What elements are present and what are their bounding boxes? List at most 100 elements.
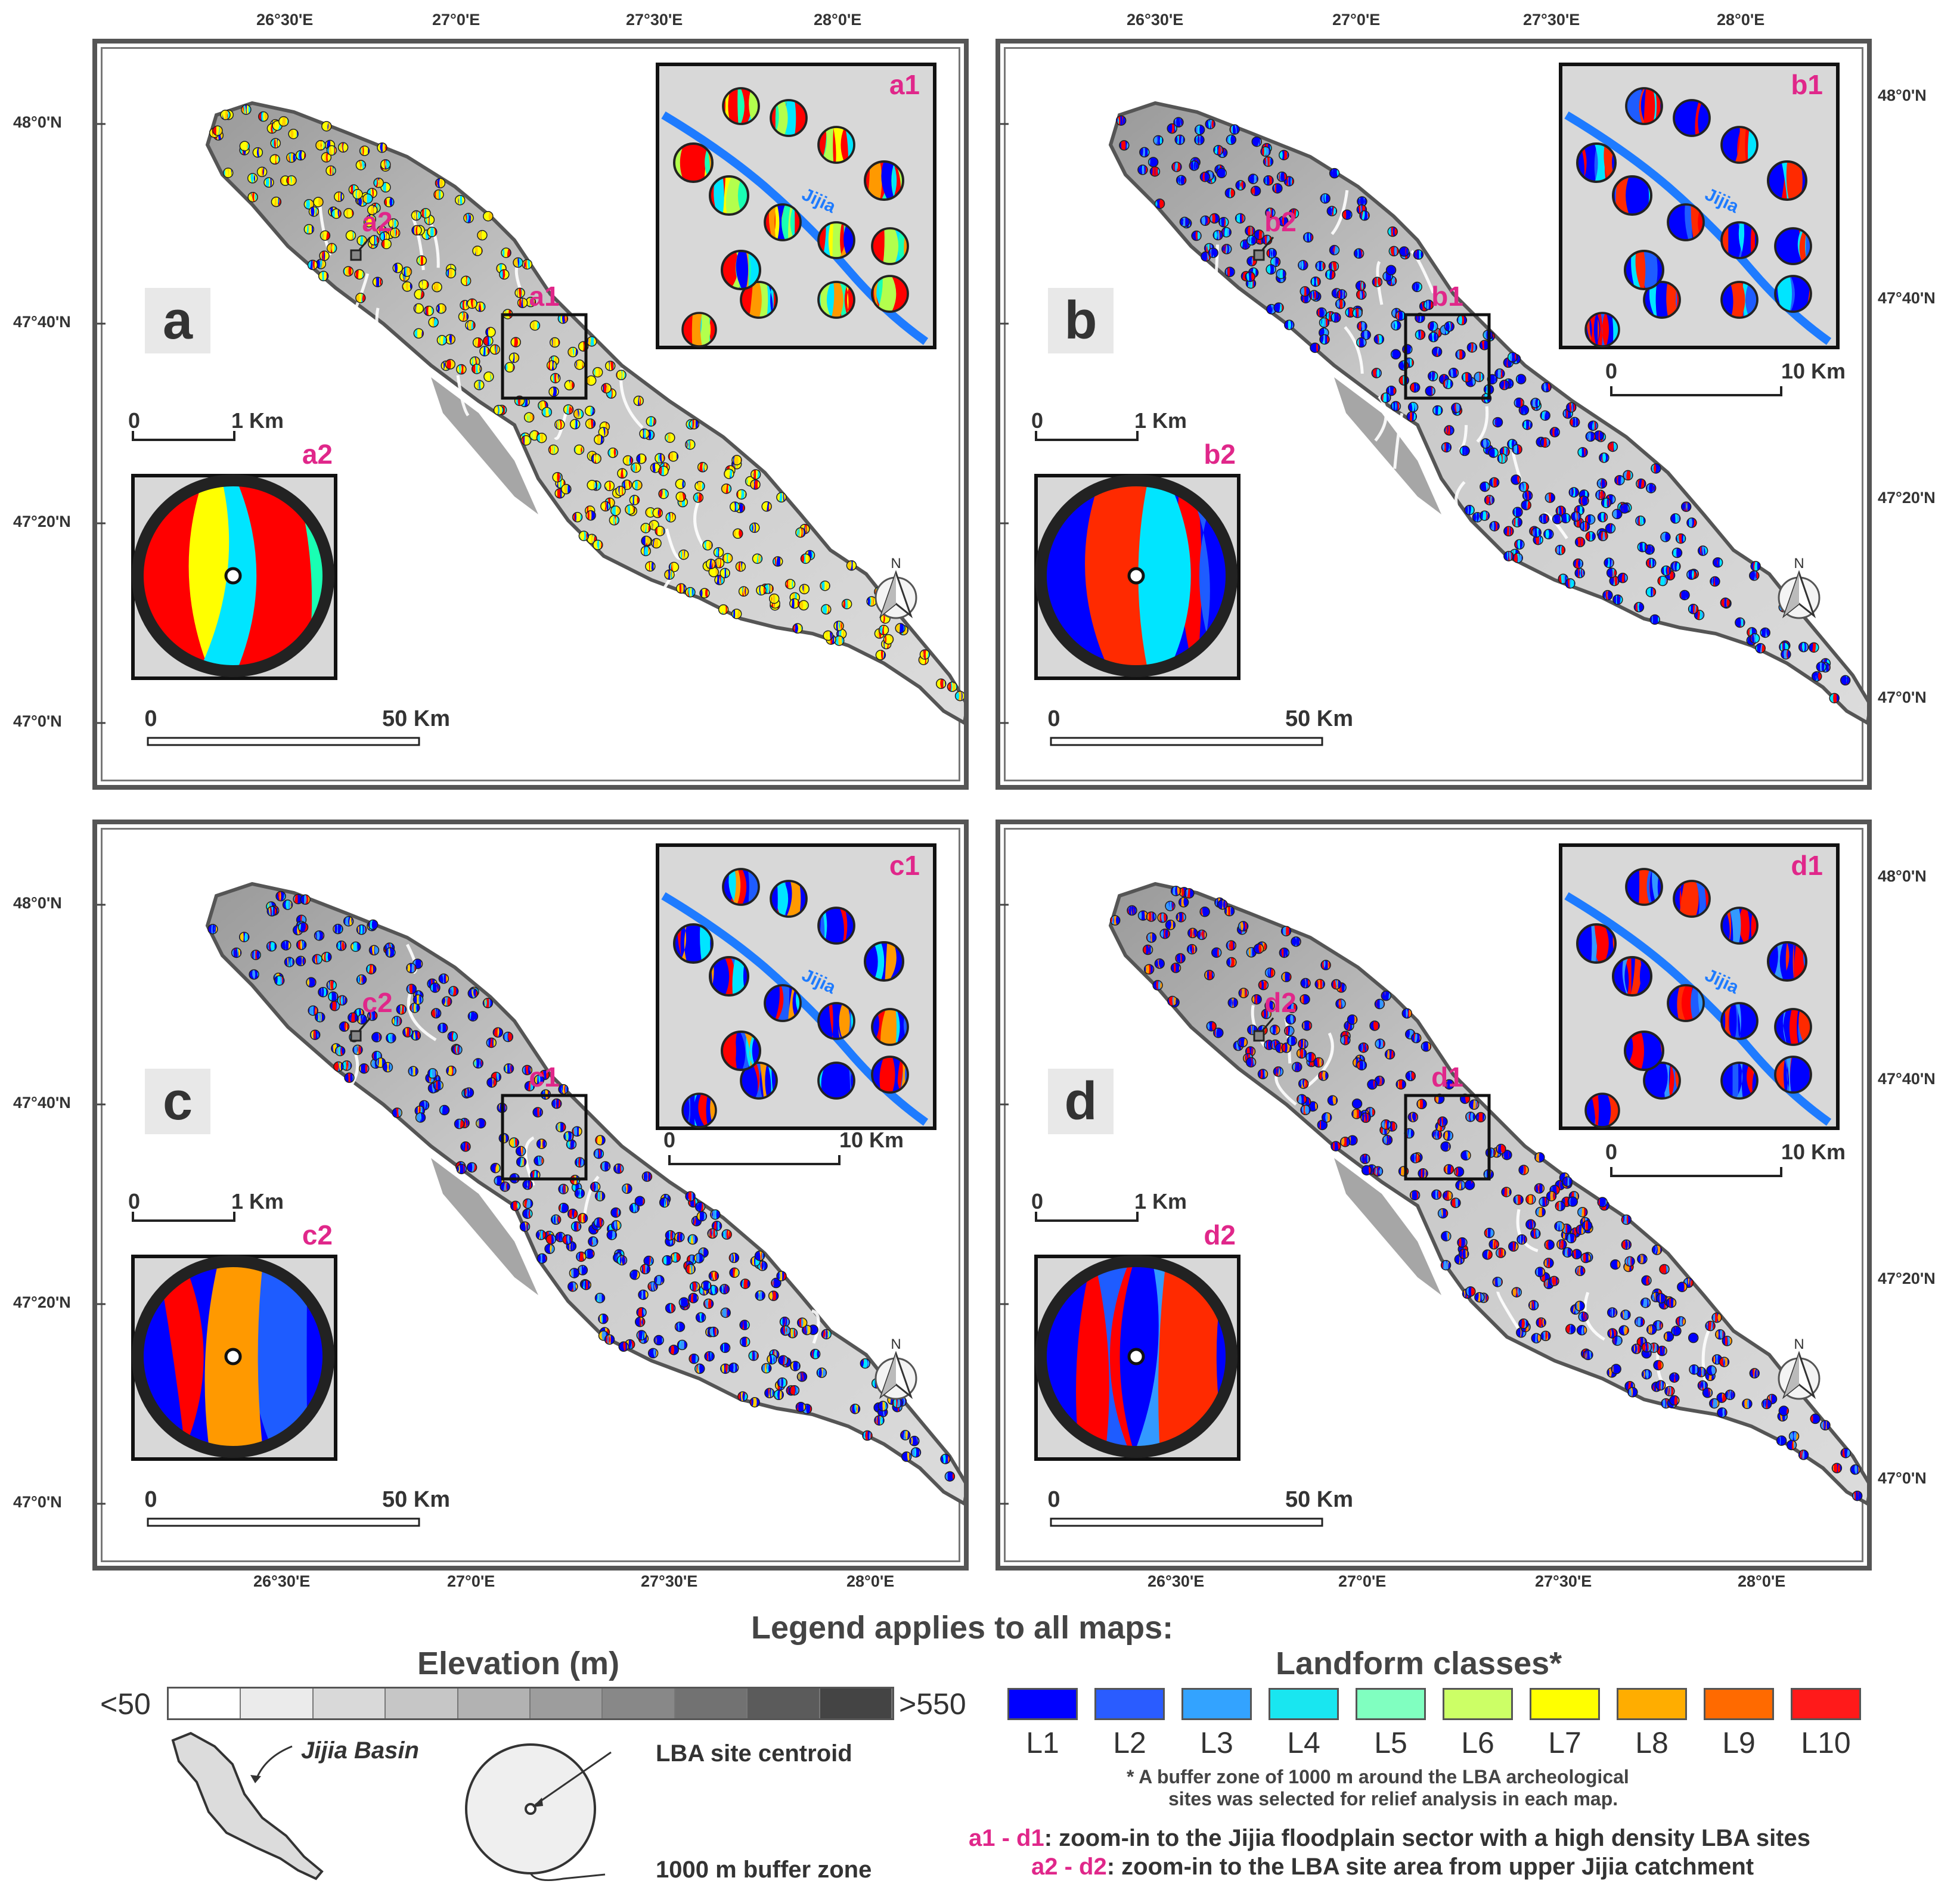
site-marker <box>1360 1112 1371 1123</box>
site-marker <box>777 1377 788 1388</box>
site-marker <box>534 1155 544 1166</box>
zoom-site-buffer <box>764 984 802 1022</box>
site-marker <box>1580 1252 1591 1264</box>
site-marker <box>1264 967 1276 978</box>
site-marker <box>307 259 318 271</box>
site-marker <box>1516 1327 1527 1338</box>
site-marker <box>800 553 811 564</box>
elevation-swatch <box>169 1689 241 1718</box>
site-marker <box>632 480 643 491</box>
site-marker <box>1257 1069 1269 1079</box>
lat-label-left: 47°40'N <box>13 313 71 331</box>
site-marker <box>315 1011 325 1023</box>
site-marker <box>638 1289 649 1301</box>
site-marker <box>1465 1286 1476 1297</box>
site-marker <box>816 1367 827 1378</box>
site-marker <box>1347 1014 1358 1025</box>
site-marker <box>685 1191 696 1202</box>
site-marker <box>563 404 574 415</box>
site-marker <box>1465 1112 1476 1122</box>
site-marker <box>1288 208 1300 219</box>
site-marker <box>1146 911 1157 922</box>
site-marker <box>796 1317 808 1328</box>
zoom-site-buffer <box>817 907 855 945</box>
site-marker <box>1351 1109 1362 1119</box>
site-marker <box>472 337 483 348</box>
site-scale-bar: 0 1 Km <box>128 408 284 441</box>
site-inset-centroid <box>1127 1348 1145 1365</box>
site-marker <box>1781 649 1791 660</box>
site-marker <box>1620 1309 1631 1320</box>
site-marker <box>592 367 603 378</box>
north-arrow: N <box>874 555 917 619</box>
site-marker <box>286 152 297 163</box>
site-marker <box>1266 248 1277 259</box>
site-marker <box>676 583 687 594</box>
elevation-low-label: <50 <box>100 1687 151 1721</box>
site-marker <box>729 501 740 512</box>
site-marker <box>755 1290 765 1301</box>
site-marker <box>1705 1320 1716 1332</box>
site-marker <box>445 359 456 370</box>
site-marker <box>1798 1450 1809 1460</box>
site-marker <box>752 553 763 564</box>
site-marker <box>1540 437 1550 448</box>
site-marker <box>616 370 627 380</box>
site-marker <box>1735 617 1745 628</box>
site-marker <box>1710 576 1720 587</box>
site-marker <box>1788 1430 1800 1442</box>
site-marker <box>595 1135 606 1146</box>
site-marker <box>1178 897 1189 908</box>
landform-note-1: * A buffer zone of 1000 m around the LBA… <box>1127 1766 1629 1787</box>
lat-label-right: 47°20'N <box>1878 489 1936 507</box>
site-marker <box>576 1251 587 1262</box>
site-marker <box>1279 150 1289 160</box>
site-marker <box>678 1297 690 1308</box>
site-marker <box>688 1293 699 1303</box>
site-marker <box>1297 1094 1307 1105</box>
site-marker <box>641 1171 653 1182</box>
lat-label-left: 47°20'N <box>13 1293 71 1311</box>
site-marker <box>601 383 612 394</box>
site-marker <box>1488 447 1499 458</box>
site-marker <box>207 924 218 935</box>
zoom-site-buffer <box>770 99 808 137</box>
site-marker <box>1664 1386 1675 1396</box>
site-marker <box>630 462 641 473</box>
site-marker <box>1488 477 1500 488</box>
site-marker <box>447 1031 458 1042</box>
site-marker <box>1492 1277 1503 1287</box>
site-marker <box>439 1104 450 1116</box>
site-marker <box>772 556 783 567</box>
site-marker <box>875 650 886 660</box>
zoom-site-buffer <box>721 250 761 290</box>
site-marker <box>467 988 478 999</box>
site-marker <box>1217 899 1228 910</box>
site-marker <box>776 492 787 503</box>
site-marker <box>1226 957 1237 968</box>
site-marker <box>372 277 383 287</box>
site-marker <box>636 453 647 464</box>
site-marker <box>1829 693 1840 704</box>
site-marker <box>820 581 830 591</box>
zoom-site-buffer <box>1720 1002 1759 1040</box>
landform-label: L9 <box>1722 1726 1756 1759</box>
site-marker <box>771 1277 781 1289</box>
site-marker <box>1809 642 1819 653</box>
site-marker <box>944 1471 956 1482</box>
site-inset-buffer <box>1035 474 1238 677</box>
site-marker <box>594 1293 606 1303</box>
site-marker <box>1641 1275 1652 1286</box>
site-marker <box>1702 1388 1713 1398</box>
site-marker <box>1507 352 1518 362</box>
site-marker <box>525 296 536 308</box>
zoom-site-buffer <box>1774 275 1812 313</box>
landform-swatch <box>1356 1688 1426 1720</box>
site-marker <box>821 1329 832 1340</box>
site-marker <box>413 328 424 339</box>
site-marker <box>341 1060 352 1071</box>
site-marker <box>1648 1342 1660 1353</box>
site-marker <box>1484 1227 1495 1239</box>
zoom-site-buffer <box>721 1031 761 1071</box>
site-marker <box>1119 140 1130 151</box>
